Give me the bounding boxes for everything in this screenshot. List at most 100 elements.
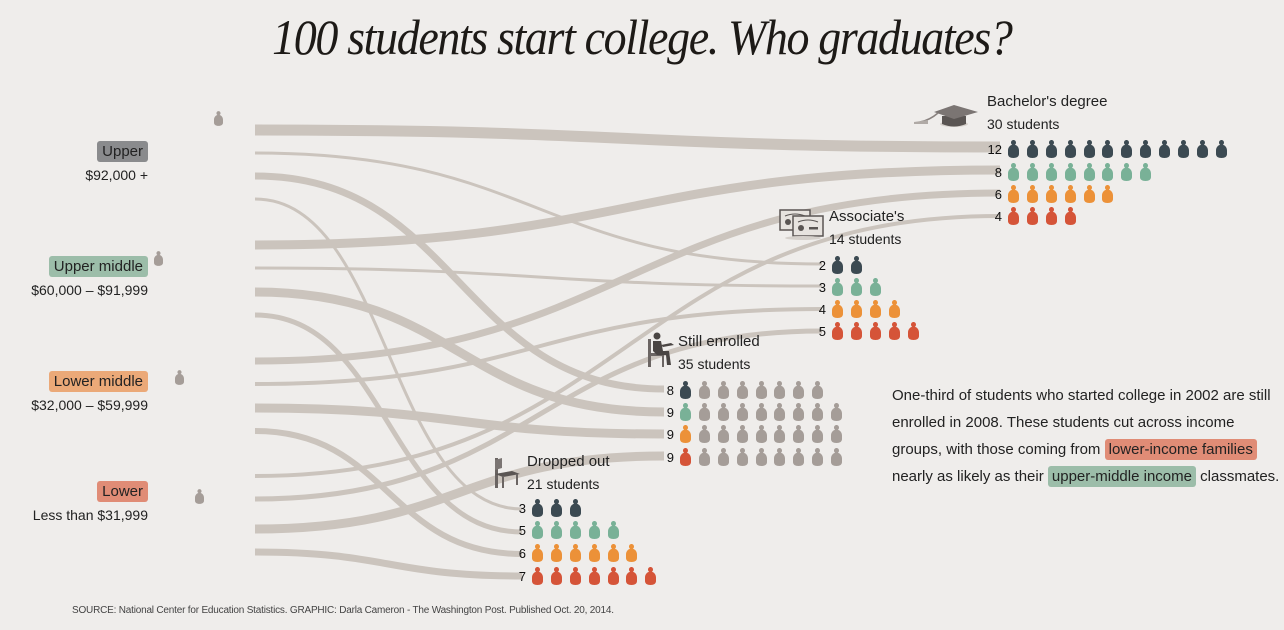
outcome-total-dropped: 21 students — [527, 476, 600, 492]
student-icon — [1045, 140, 1057, 158]
student-icon — [1045, 185, 1057, 203]
student-icon — [680, 381, 691, 399]
student-icon — [793, 425, 805, 443]
group-chip-lower: Lower — [97, 481, 148, 502]
row-count: 5 — [518, 522, 526, 538]
row-count: 9 — [666, 449, 674, 465]
student-icon — [214, 111, 223, 126]
student-icon — [1102, 185, 1114, 203]
enrolled-row-lower: 9 — [656, 447, 850, 467]
flow-line — [254, 287, 665, 417]
student-icon — [832, 256, 843, 274]
group-range-upper: $92,000 + — [85, 167, 148, 183]
student-icon — [736, 403, 748, 421]
student-icon — [793, 381, 805, 399]
student-icon — [698, 403, 710, 421]
student-icon — [1140, 163, 1152, 181]
student-icon — [812, 425, 824, 443]
student-icon — [550, 521, 562, 539]
row-count: 8 — [666, 382, 674, 398]
student-icon — [1178, 140, 1190, 158]
group-upper: Upper $92,000 + — [85, 141, 148, 183]
student-icon — [645, 567, 657, 585]
student-icon — [698, 381, 710, 399]
annotation-text-3: classmates. — [1200, 468, 1280, 485]
enrolled-row-upper-middle: 9 — [656, 402, 850, 422]
diploma-certificate-icon — [779, 209, 824, 240]
student-icon — [1159, 140, 1171, 158]
row-count: 4 — [818, 301, 826, 317]
group-lower: Lower Less than $31,999 — [33, 481, 148, 523]
flow-line — [254, 172, 665, 393]
flow-line — [254, 403, 665, 439]
student-icon — [755, 448, 767, 466]
student-icon — [532, 499, 543, 517]
student-icon — [569, 521, 581, 539]
student-icon — [1026, 207, 1038, 225]
student-icon — [588, 567, 600, 585]
group-lower-middle: Lower middle $32,000 – $59,999 — [31, 371, 148, 413]
student-icon — [569, 544, 581, 562]
student-icon — [680, 448, 691, 466]
student-icon — [831, 403, 843, 421]
student-icon — [869, 278, 881, 296]
student-icon — [717, 425, 729, 443]
bachelors-row-upper: 12 — [984, 139, 1235, 159]
annotation: One-third of students who started colleg… — [892, 382, 1282, 490]
student-icon — [588, 521, 600, 539]
student-icon — [832, 300, 843, 318]
student-icon — [1083, 185, 1095, 203]
student-icon — [850, 322, 862, 340]
student-icon — [755, 403, 767, 421]
outcome-label-bachelors: Bachelor's degree 30 students — [987, 91, 1107, 135]
group-upper-middle: Upper middle $60,000 – $91,999 — [31, 256, 148, 298]
student-icon — [550, 499, 562, 517]
graduation-cap-icon — [914, 105, 978, 127]
row-count: 8 — [994, 164, 1002, 180]
student-icon — [869, 322, 881, 340]
student-icon — [793, 448, 805, 466]
dropped-row-lower-middle: 6 — [508, 543, 645, 563]
bachelors-row-lower-middle: 6 — [984, 184, 1121, 204]
student-icon — [793, 403, 805, 421]
student-icon — [717, 381, 729, 399]
student-icon — [607, 521, 619, 539]
student-icon — [532, 544, 543, 562]
group-chip-upper-middle: Upper middle — [48, 256, 148, 277]
row-count: 2 — [818, 257, 826, 273]
student-icon — [1008, 207, 1019, 225]
student-icon — [1045, 207, 1057, 225]
associates-row-upper: 2 — [808, 255, 870, 275]
student-icon — [736, 425, 748, 443]
student-icon — [698, 425, 710, 443]
row-count: 3 — [518, 500, 526, 516]
outcome-name-enrolled: Still enrolled — [678, 333, 760, 350]
flow-line — [254, 328, 823, 502]
associates-row-lower-middle: 4 — [808, 299, 908, 319]
dropped-row-lower: 7 — [508, 566, 664, 586]
student-icon — [1102, 140, 1114, 158]
flow-line — [254, 307, 823, 386]
empty-chair-icon — [495, 458, 520, 488]
outcome-label-dropped: Dropped out 21 students — [527, 451, 610, 495]
student-icon — [1121, 140, 1133, 158]
seated-student-icon — [648, 332, 674, 367]
outcome-total-associates: 14 students — [829, 231, 902, 247]
flow-line — [254, 124, 1001, 153]
group-chip-upper: Upper — [97, 141, 148, 162]
student-icon — [532, 567, 543, 585]
flow-line — [254, 151, 823, 266]
student-icon — [850, 300, 862, 318]
dropped-row-upper-middle: 5 — [508, 520, 626, 540]
dropped-row-upper: 3 — [508, 498, 589, 518]
student-icon — [1121, 163, 1133, 181]
outcome-label-enrolled: Still enrolled 35 students — [678, 331, 760, 375]
row-count: 6 — [518, 545, 526, 561]
highlight-lower-income: lower-income families — [1104, 439, 1257, 460]
enrolled-row-lower-middle: 9 — [656, 424, 850, 444]
student-icon — [717, 448, 729, 466]
student-icon — [626, 544, 638, 562]
group-chip-lower-middle: Lower middle — [48, 371, 148, 392]
student-icon — [755, 381, 767, 399]
